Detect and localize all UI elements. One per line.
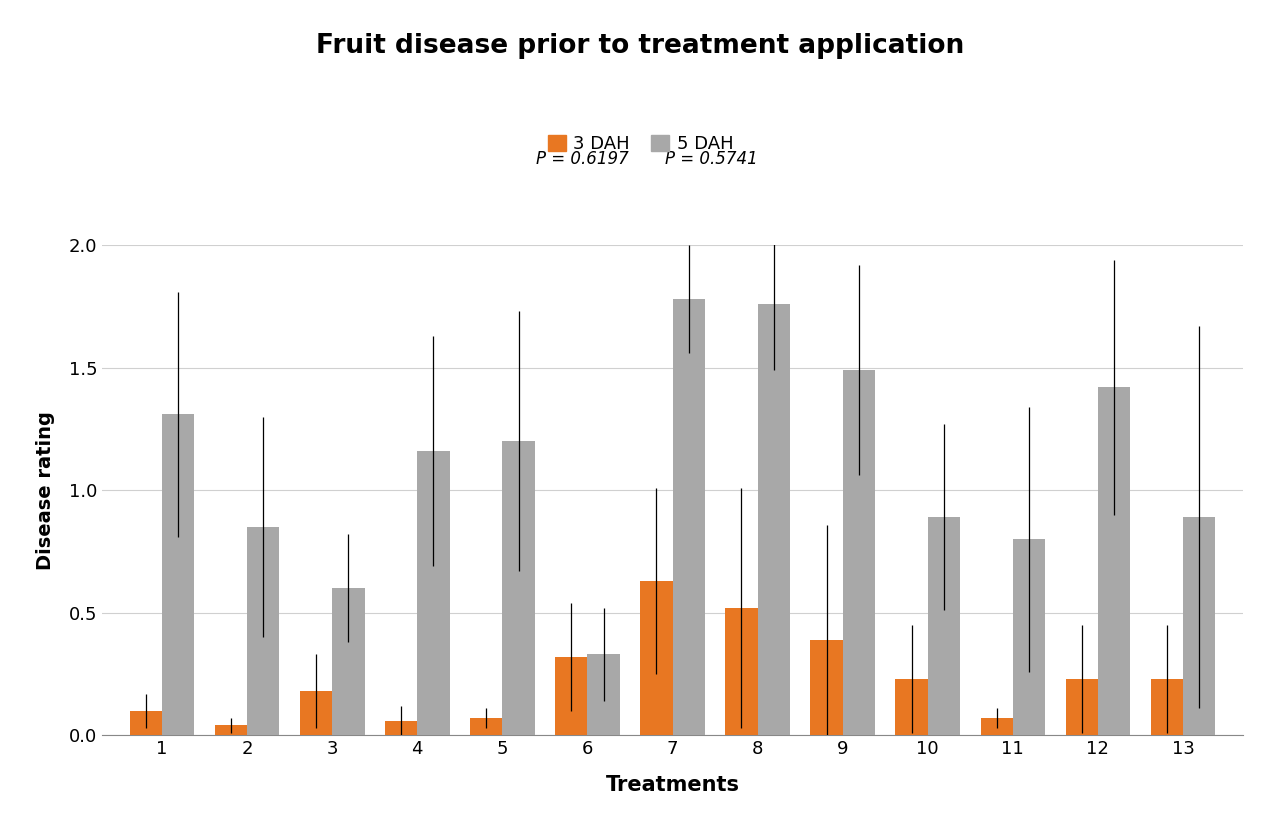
Text: P = 0.5741: P = 0.5741 [665, 150, 757, 168]
Bar [980, 718, 1013, 735]
Text: Fruit disease prior to treatment application: Fruit disease prior to treatment applica… [316, 33, 965, 59]
Bar [215, 725, 247, 735]
Bar [386, 721, 418, 735]
Text: P = 0.6197: P = 0.6197 [537, 150, 629, 168]
Bar [1184, 517, 1216, 735]
Bar [470, 718, 502, 735]
Bar [300, 691, 332, 735]
Bar [1150, 679, 1184, 735]
Bar [502, 441, 534, 735]
Bar [640, 581, 673, 735]
Bar [418, 451, 450, 735]
Bar [811, 640, 843, 735]
Bar [247, 527, 279, 735]
X-axis label: Treatments: Treatments [606, 775, 739, 795]
Legend: 3 DAH, 5 DAH: 3 DAH, 5 DAH [541, 127, 740, 160]
Y-axis label: Disease rating: Disease rating [36, 411, 55, 569]
Bar [895, 679, 927, 735]
Bar [757, 304, 790, 735]
Bar [725, 608, 757, 735]
Bar [161, 414, 195, 735]
Bar [332, 588, 365, 735]
Bar [843, 370, 875, 735]
Bar [927, 517, 959, 735]
Bar [1013, 539, 1045, 735]
Bar [129, 711, 161, 735]
Bar [555, 657, 588, 735]
Bar [1066, 679, 1098, 735]
Bar [673, 299, 705, 735]
Bar [588, 654, 620, 735]
Bar [1098, 387, 1130, 735]
